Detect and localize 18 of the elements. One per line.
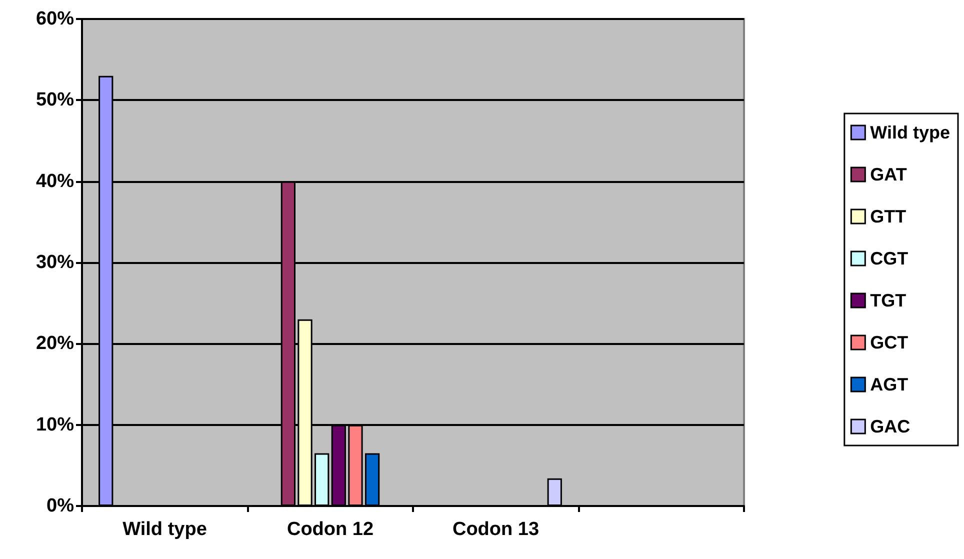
legend-label: GTT [870,206,906,226]
legend-label: CGT [870,248,908,268]
legend-label: GCT [870,332,908,352]
y-tick-label: 60% [36,8,74,30]
legend-label: GAT [870,164,907,184]
y-tick-label: 20% [36,333,74,354]
legend-label: GAC [870,416,910,436]
legend-label: Wild type [870,122,950,142]
x-tick-label: Codon 13 [452,519,540,540]
legend-label: AGT [870,374,908,394]
y-tick-label: 10% [36,414,74,436]
y-tick-label: 40% [36,170,74,192]
legend-label: TGT [870,290,906,310]
y-tick-label: 30% [36,252,74,273]
x-tick-label: Codon 12 [286,519,374,540]
y-tick-label: 50% [36,90,74,111]
x-tick-label: Wild type [122,519,207,540]
y-tick-label: 0% [46,496,74,516]
